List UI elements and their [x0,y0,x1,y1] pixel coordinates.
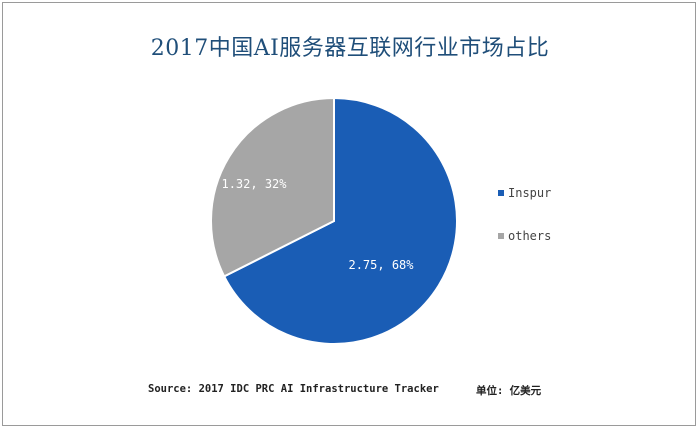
pie-slice-others[interactable] [210,96,335,278]
unit-note: 单位: 亿美元 [476,385,542,397]
legend-label-inspur: Inspur [508,186,552,200]
legend-swatch-inspur [498,190,504,196]
source-note: Source: 2017 IDC PRC AI Infrastructure T… [148,383,439,395]
legend-item-others[interactable]: others [498,227,551,245]
legend-item-inspur[interactable]: Inspur [498,184,551,202]
data-label-inspur: 2.75, 68% [348,258,414,272]
pie-data-labels: 2.75, 68% 1.32, 32% [221,177,414,272]
data-label-others: 1.32, 32% [221,177,287,191]
legend-swatch-others [498,233,504,239]
pie-slices [210,96,458,345]
legend-label-others: others [508,229,552,243]
legend: Inspur others [498,184,551,270]
chart-title: 2017中国AI服务器互联网行业市场占比 [150,36,550,61]
pie-slice-inspur[interactable] [222,96,458,345]
